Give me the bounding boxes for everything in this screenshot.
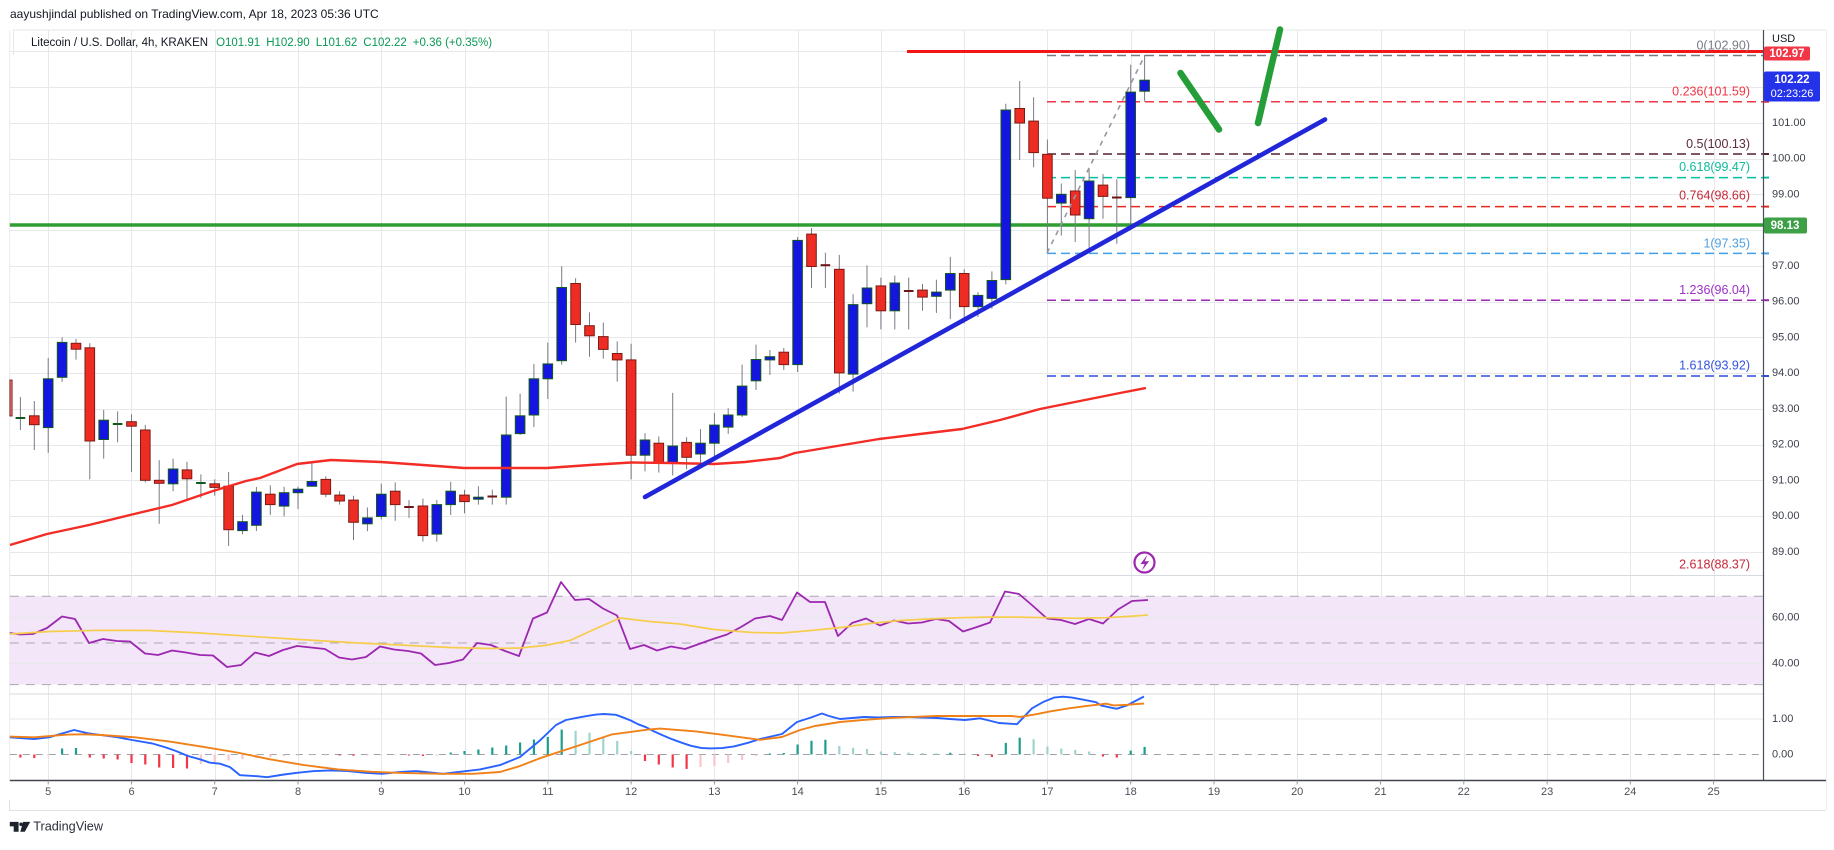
svg-text:102.22: 102.22 — [1774, 74, 1809, 86]
svg-text:TradingView: TradingView — [33, 820, 104, 834]
svg-text:6: 6 — [128, 786, 134, 798]
svg-text:95.00: 95.00 — [1772, 331, 1800, 343]
svg-text:21: 21 — [1374, 786, 1386, 798]
svg-text:7: 7 — [212, 786, 218, 798]
svg-text:98.13: 98.13 — [1771, 220, 1800, 232]
svg-text:23: 23 — [1541, 786, 1553, 798]
svg-text:40.00: 40.00 — [1772, 657, 1800, 669]
svg-text:90.00: 90.00 — [1772, 510, 1800, 522]
svg-text:aayushjindal published on Trad: aayushjindal published on TradingView.co… — [10, 7, 379, 21]
svg-text:15: 15 — [875, 786, 887, 798]
svg-text:24: 24 — [1624, 786, 1636, 798]
svg-text:1(97.35): 1(97.35) — [1703, 236, 1750, 250]
svg-text:11: 11 — [542, 786, 553, 798]
svg-text:92.00: 92.00 — [1772, 439, 1800, 451]
svg-text:0.618(99.47): 0.618(99.47) — [1679, 160, 1750, 174]
svg-text:1.618(93.92): 1.618(93.92) — [1679, 358, 1750, 372]
svg-text:0(102.90): 0(102.90) — [1696, 38, 1750, 52]
svg-text:18: 18 — [1125, 786, 1137, 798]
svg-text:20: 20 — [1291, 786, 1303, 798]
svg-text:13: 13 — [708, 786, 720, 798]
svg-text:10: 10 — [458, 786, 470, 798]
svg-text:97.00: 97.00 — [1772, 260, 1800, 272]
svg-text:Litecoin / U.S. Dollar, 4h, KR: Litecoin / U.S. Dollar, 4h, KRAKEN O101.9… — [31, 37, 492, 49]
svg-text:89.00: 89.00 — [1772, 546, 1800, 558]
svg-text:60.00: 60.00 — [1772, 611, 1800, 623]
svg-text:101.00: 101.00 — [1772, 117, 1806, 129]
svg-text:16: 16 — [958, 786, 970, 798]
svg-text:1.236(96.04): 1.236(96.04) — [1679, 283, 1750, 297]
svg-text:02:23:26: 02:23:26 — [1771, 88, 1814, 100]
svg-text:USD: USD — [1772, 33, 1795, 45]
svg-text:17: 17 — [1041, 786, 1053, 798]
svg-text:93.00: 93.00 — [1772, 403, 1800, 415]
svg-text:0.764(98.66): 0.764(98.66) — [1679, 188, 1750, 202]
svg-text:8: 8 — [295, 786, 301, 798]
svg-text:9: 9 — [378, 786, 384, 798]
svg-text:2.618(88.37): 2.618(88.37) — [1679, 557, 1750, 571]
svg-text:5: 5 — [45, 786, 51, 798]
svg-text:0.5(100.13): 0.5(100.13) — [1686, 137, 1750, 151]
svg-text:94.00: 94.00 — [1772, 367, 1800, 379]
svg-text:1.00: 1.00 — [1772, 713, 1793, 725]
svg-text:100.00: 100.00 — [1772, 153, 1806, 165]
svg-text:25: 25 — [1707, 786, 1719, 798]
svg-text:12: 12 — [625, 786, 637, 798]
svg-text:96.00: 96.00 — [1772, 296, 1800, 308]
svg-text:19: 19 — [1208, 786, 1220, 798]
svg-text:14: 14 — [791, 786, 803, 798]
svg-text:22: 22 — [1458, 786, 1470, 798]
svg-text:0.00: 0.00 — [1772, 748, 1793, 760]
svg-text:102.97: 102.97 — [1769, 48, 1804, 60]
svg-text:0.236(101.59): 0.236(101.59) — [1672, 84, 1750, 98]
svg-text:99.00: 99.00 — [1772, 188, 1800, 200]
svg-text:91.00: 91.00 — [1772, 474, 1800, 486]
